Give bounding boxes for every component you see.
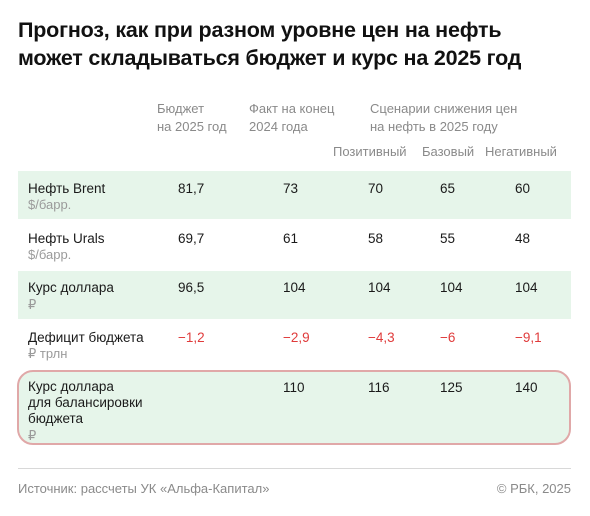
cell-negative: 60: [515, 181, 531, 196]
cell-negative: 140: [515, 380, 538, 395]
header-budget-line-2: на 2025 год: [157, 119, 227, 134]
cell-fact: −2,9: [283, 330, 310, 345]
row-unit: $/барр.: [28, 247, 72, 262]
row-label: Нефть Brent: [28, 181, 106, 196]
chart-title: Прогноз, как при разном уровне цен на не…: [18, 16, 578, 72]
row-label: Курс доллара: [28, 280, 114, 295]
header-scenarios: Сценарии снижения цен на нефть в 2025 го…: [370, 100, 517, 136]
header-base: Базовый: [422, 144, 475, 159]
row-unit: ₽: [28, 428, 37, 443]
cell-budget: 96,5: [178, 280, 205, 295]
cell-negative: 48: [515, 231, 531, 246]
cell-base: 65: [440, 181, 456, 196]
cell-positive: 58: [368, 231, 384, 246]
source-note: Источник: рассчеты УК «Альфа-Капитал»: [18, 481, 270, 496]
table-row-balancing-rate: Курс доллара для балансировки бюджета ₽ …: [17, 370, 571, 445]
header-negative: Негативный: [485, 144, 557, 159]
title-line-2: может складываться бюджет и курс на 2025…: [18, 46, 522, 70]
cell-base: 125: [440, 380, 463, 395]
row-label: Дефицит бюджета: [28, 330, 144, 345]
row-unit: $/барр.: [28, 197, 72, 212]
row-label-line-2: для балансировки: [28, 395, 143, 410]
header-budget: Бюджет на 2025 год: [157, 100, 227, 136]
cell-positive: 70: [368, 181, 384, 196]
header-scenarios-line-1: Сценарии снижения цен: [370, 101, 518, 116]
footer-divider: [18, 468, 571, 469]
row-label: Курс доллара для балансировки бюджета: [28, 379, 143, 427]
copyright: © РБК, 2025: [496, 481, 571, 496]
table-row-deficit: Дефицит бюджета ₽ трлн −1,2 −2,9 −4,3 −6…: [18, 321, 571, 369]
table-row-urals: Нефть Urals $/барр. 69,7 61 58 55 48: [18, 221, 571, 269]
table-row-usd: Курс доллара ₽ 96,5 104 104 104 104: [18, 271, 571, 319]
cell-budget: −1,2: [178, 330, 205, 345]
row-unit: ₽: [28, 297, 37, 312]
cell-positive: 116: [368, 380, 390, 395]
row-label-line-3: бюджета: [28, 411, 84, 426]
cell-base: 55: [440, 231, 456, 246]
cell-base: 104: [440, 280, 463, 295]
row-unit: ₽ трлн: [28, 346, 68, 361]
header-fact-line-2: 2024 года: [249, 119, 308, 134]
cell-base: −6: [440, 330, 456, 345]
header-fact-line-1: Факт на конец: [249, 101, 335, 116]
header-positive: Позитивный: [333, 144, 407, 159]
row-label: Нефть Urals: [28, 231, 105, 246]
header-fact: Факт на конец 2024 года: [249, 100, 334, 136]
header-scenarios-line-2: на нефть в 2025 году: [370, 119, 498, 134]
cell-budget: 69,7: [178, 231, 205, 246]
cell-fact: 104: [283, 280, 306, 295]
cell-fact: 61: [283, 231, 299, 246]
cell-positive: −4,3: [368, 330, 395, 345]
title-line-1: Прогноз, как при разном уровне цен на не…: [18, 18, 502, 42]
cell-fact: 73: [283, 181, 299, 196]
header-budget-line-1: Бюджет: [157, 101, 205, 116]
cell-positive: 104: [368, 280, 391, 295]
table-row-brent: Нефть Brent $/барр. 81,7 73 70 65 60: [18, 171, 571, 219]
cell-negative: 104: [515, 280, 538, 295]
row-label-line-1: Курс доллара: [28, 379, 114, 394]
cell-negative: −9,1: [515, 330, 542, 345]
cell-fact: 110: [283, 380, 305, 395]
cell-budget: 81,7: [178, 181, 205, 196]
